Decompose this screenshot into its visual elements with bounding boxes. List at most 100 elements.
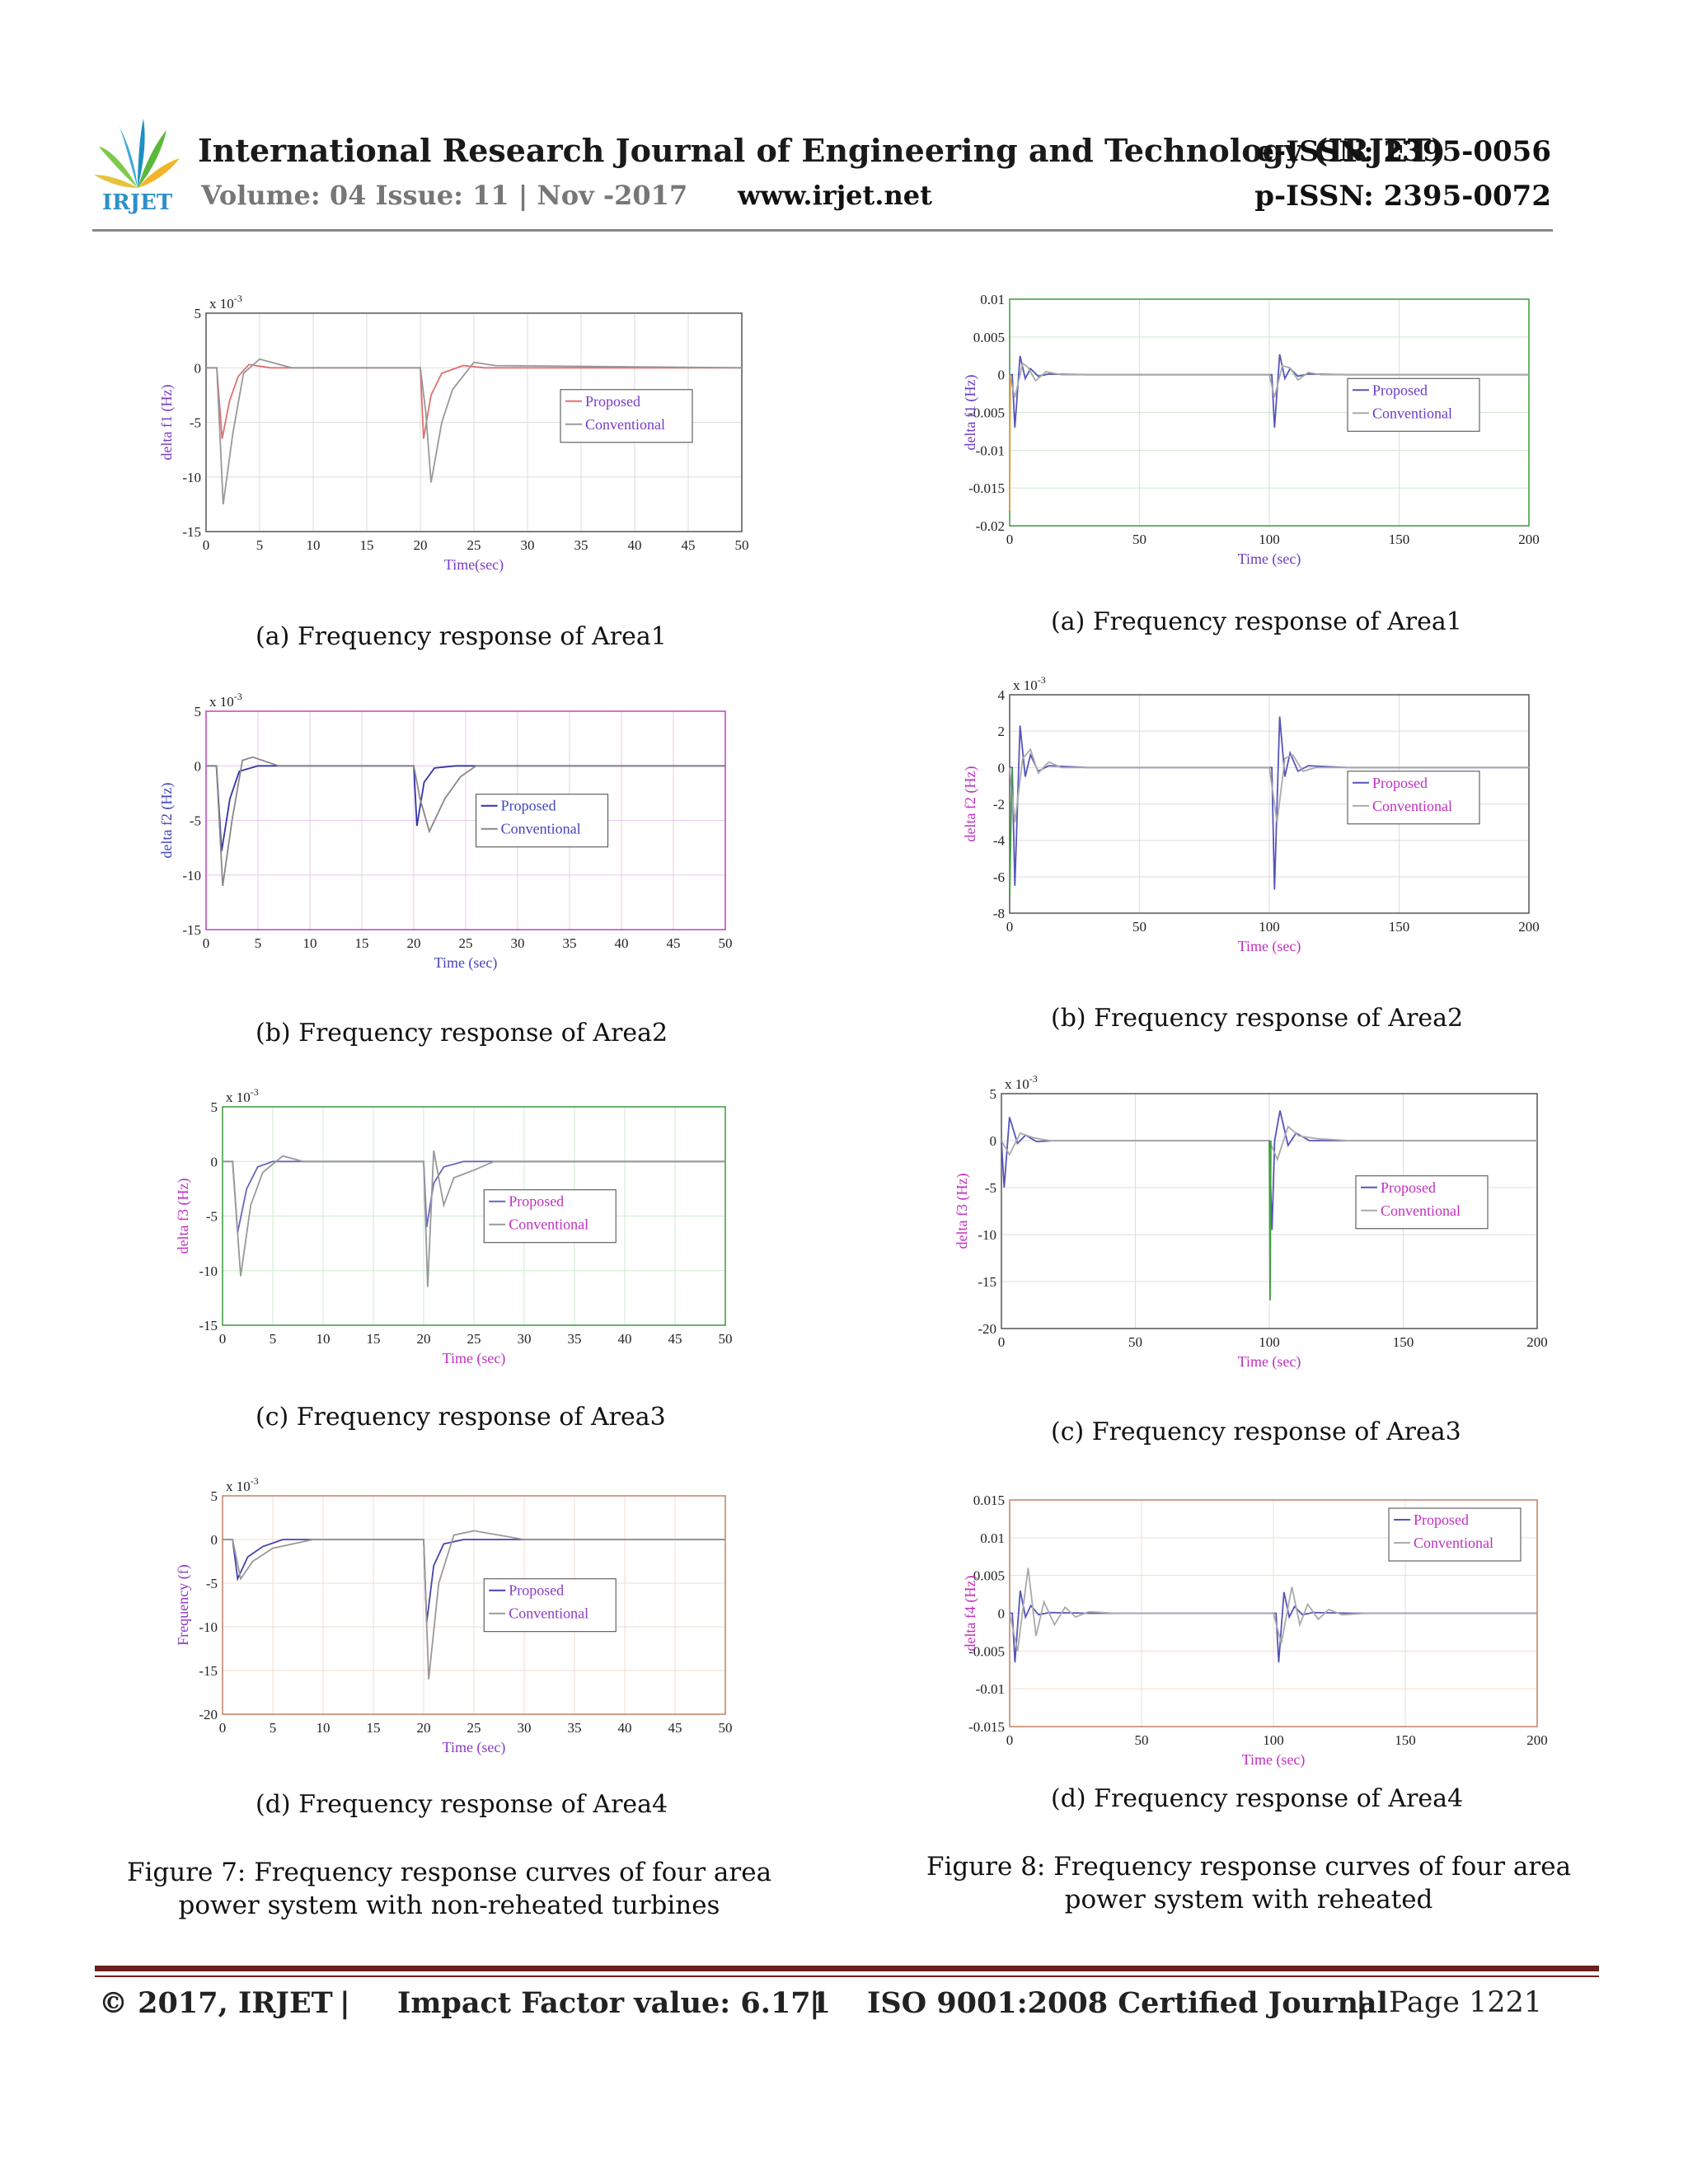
x-tick-label: 100: [1263, 1732, 1284, 1748]
y-axis-label: Frequency (f): [175, 1564, 192, 1645]
y-tick-label: -10: [182, 470, 201, 485]
x-tick-label: 200: [1518, 532, 1540, 547]
y-tick-label: -0.015: [968, 1719, 1005, 1735]
legend-box: [476, 794, 609, 848]
caption-fig8-a: (a) Frequency response of Area1: [1051, 607, 1462, 636]
x-tick-label: 5: [270, 1720, 277, 1736]
figure8-caption: Figure 8: Frequency response curves of f…: [926, 1852, 1572, 1915]
y-tick-label: 0: [998, 368, 1006, 383]
axis-exponent-power: -3: [1038, 674, 1046, 686]
axis-exponent-power: -3: [251, 1475, 259, 1487]
y-tick-label: 5: [195, 306, 202, 321]
series-line: [1009, 748, 1529, 823]
e-issn: e-ISSN: 2395-0056: [1256, 135, 1551, 168]
y-tick-label: -0.005: [968, 1643, 1005, 1659]
x-axis-label: Time(sec): [444, 556, 504, 574]
y-tick-label: -5: [206, 1576, 218, 1591]
y-tick-label: -0.01: [976, 1681, 1005, 1697]
x-tick-label: 35: [574, 537, 588, 553]
x-tick-label: 35: [568, 1720, 582, 1736]
caption-fig7-c: (c) Frequency response of Area3: [256, 1403, 666, 1432]
axis-exponent-power: -3: [251, 1086, 259, 1098]
series-line: [1009, 1568, 1537, 1652]
y-tick-label: -0.005: [968, 405, 1005, 421]
y-tick-label: -2: [993, 797, 1005, 813]
x-tick-label: 20: [417, 1331, 431, 1347]
caption-fig8-b: (b) Frequency response of Area2: [1051, 1004, 1464, 1033]
x-tick-label: 200: [1526, 1732, 1548, 1748]
y-tick-label: -15: [182, 922, 201, 938]
legend-label: Conventional: [1372, 405, 1452, 421]
axis-exponent-label: x 10-3: [209, 691, 242, 710]
x-tick-label: 45: [667, 935, 681, 951]
x-tick-label: 40: [628, 537, 642, 553]
y-axis-label: delta f3 (Hz): [175, 1179, 192, 1254]
y-tick-label: 0: [211, 1154, 218, 1169]
x-tick-label: 50: [719, 1720, 733, 1736]
plot-frame: [1009, 694, 1530, 914]
y-tick-label: -15: [978, 1274, 996, 1290]
axis-exponent-label: x 10-3: [226, 1086, 259, 1105]
caption-fig8-c: (c) Frequency response of Area3: [1051, 1418, 1461, 1446]
series-line: [206, 756, 725, 887]
x-tick-label: 0: [1006, 919, 1014, 935]
y-tick-label: 4: [998, 687, 1006, 703]
x-tick-label: 0: [219, 1331, 227, 1347]
footer-rule-thin: [95, 1975, 1599, 1977]
figure7-caption: Figure 7: Frequency response curves of f…: [126, 1858, 772, 1920]
x-tick-label: 35: [563, 935, 577, 951]
axis-exponent-label: x 10-3: [1005, 1073, 1038, 1092]
svg-text:IRJET: IRJET: [102, 190, 173, 214]
x-tick-label: 150: [1389, 532, 1410, 547]
x-tick-label: 10: [316, 1331, 331, 1347]
x-tick-label: 25: [459, 935, 473, 951]
y-tick-label: -20: [978, 1321, 996, 1337]
chart-fig7-area2: 0 5 10 15 20 25 30 35 40 45 50 5 0 -5 -10 -15 x 10-3 Time…: [157, 691, 734, 987]
y-axis-label: delta f1 (Hz): [962, 375, 979, 451]
footer-separator-1: |: [340, 1986, 350, 2020]
legend-label: Proposed: [509, 1193, 564, 1210]
chart-fig8-area3: 0 50 100 150 200 5 0 -5 -10 -15 -20 x 10-3 Time (sec…: [952, 1073, 1548, 1386]
x-tick-label: 0: [203, 537, 210, 553]
journal-website[interactable]: www.irjet.net: [738, 180, 932, 211]
legend-box: [483, 1578, 617, 1633]
legend-label: Conventional: [1372, 798, 1452, 814]
p-issn: p-ISSN: 2395-0072: [1254, 180, 1551, 213]
y-tick-label: -5: [985, 1180, 996, 1196]
footer-page-number: Page 1221: [1389, 1986, 1543, 2019]
x-tick-label: 30: [518, 1720, 532, 1736]
x-tick-label: 50: [1132, 532, 1146, 547]
x-tick-label: 30: [521, 537, 535, 553]
footer-impact-factor: Impact Factor value: 6.171: [397, 1986, 832, 2020]
x-tick-label: 20: [414, 537, 428, 553]
volume-issue: Volume: 04 Issue: 11 | Nov -2017: [201, 180, 688, 211]
y-tick-label: -15: [182, 524, 201, 540]
legend-label: Proposed: [1372, 382, 1428, 398]
legend-label: Proposed: [585, 393, 640, 410]
y-tick-label: -4: [993, 833, 1006, 849]
footer-iso: ISO 9001:2008 Certified Journal: [867, 1986, 1388, 2020]
y-tick-label: -10: [199, 1263, 218, 1279]
chart-fig7-area4: 0 5 10 15 20 25 30 35 40 45 50 5 0 -5 -10 -15 -20 x 10-3 T…: [173, 1475, 734, 1772]
caption-fig7-b: (b) Frequency response of Area2: [256, 1019, 668, 1047]
y-tick-label: -15: [199, 1318, 218, 1333]
x-tick-label: 20: [417, 1720, 431, 1736]
y-tick-label: 0.01: [980, 292, 1005, 307]
x-tick-label: 5: [255, 935, 262, 951]
x-tick-label: 30: [511, 935, 525, 951]
y-tick-label: 5: [990, 1086, 997, 1102]
x-tick-label: 100: [1259, 532, 1280, 547]
x-tick-label: 0: [1006, 532, 1014, 547]
x-tick-label: 100: [1259, 1334, 1280, 1350]
x-tick-label: 25: [467, 1720, 481, 1736]
x-axis-label: Time (sec): [1238, 938, 1301, 955]
x-tick-label: 200: [1518, 919, 1540, 935]
y-tick-label: 0.005: [973, 330, 1005, 345]
axis-exponent-label: x 10-3: [209, 293, 242, 312]
x-tick-label: 15: [367, 1331, 381, 1347]
series-line: [1009, 767, 1013, 895]
series-line: [223, 1530, 725, 1680]
x-tick-label: 40: [618, 1720, 632, 1736]
plot-frame: [205, 710, 726, 930]
legend-label: Proposed: [1381, 1179, 1436, 1196]
